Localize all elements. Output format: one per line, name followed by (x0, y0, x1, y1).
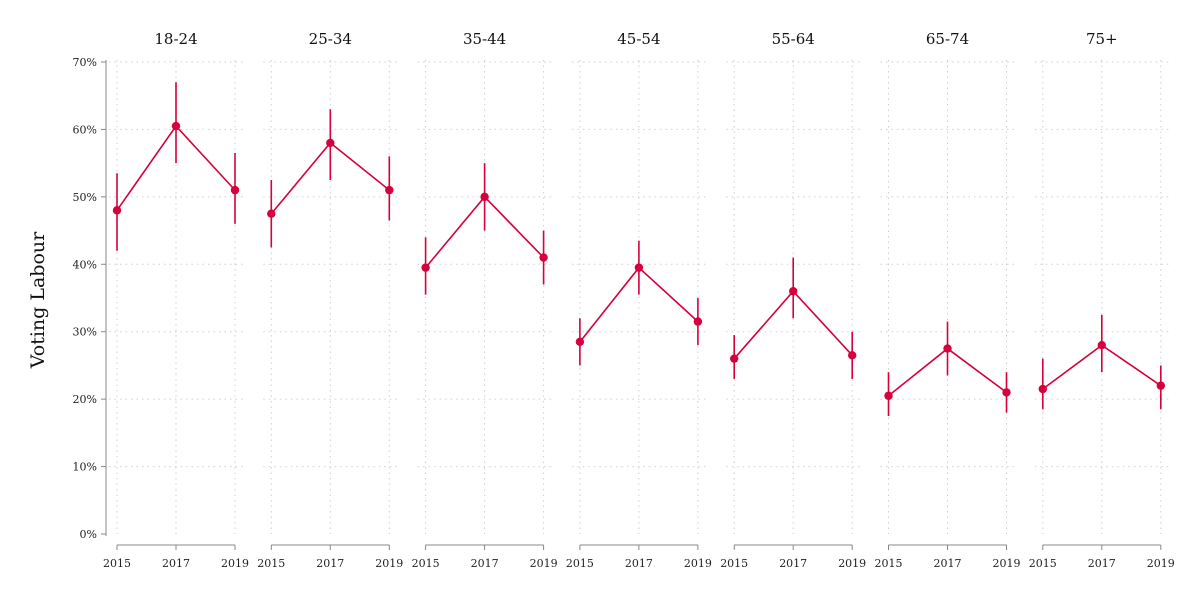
x-tick-label: 2019 (221, 557, 249, 570)
panel-title: 55-64 (772, 30, 815, 48)
panel-title: 45-54 (617, 30, 660, 48)
x-tick-label: 2015 (257, 557, 285, 570)
data-point (1038, 384, 1048, 394)
x-tick-label: 2017 (934, 557, 962, 570)
x-tick-label: 2017 (625, 557, 653, 570)
data-point (230, 185, 240, 195)
panel-title: 35-44 (463, 30, 506, 48)
panel-55-64: 55-64 2015 2017 2019 (720, 30, 866, 570)
x-tick-label: 2019 (838, 557, 866, 570)
data-point (480, 192, 489, 202)
y-tick-label: 10% (73, 461, 97, 474)
panel-45-54: 45-54 2015 2017 2019 (566, 30, 712, 570)
y-tick-label: 70% (73, 56, 97, 69)
data-point (539, 253, 548, 262)
panel-75+: 75+ 2015 2017 2019 (1029, 30, 1175, 570)
y-tick-label: 40% (73, 258, 97, 271)
data-point (1002, 388, 1011, 397)
x-tick-label: 2017 (779, 557, 807, 570)
y-tick-label: 0% (80, 528, 97, 541)
x-tick-label: 2015 (412, 557, 440, 570)
data-point (693, 317, 703, 326)
y-axis-title: Voting Labour (27, 231, 49, 369)
data-point (326, 138, 335, 148)
x-tick-label: 2019 (993, 557, 1021, 570)
panel-title: 18-24 (154, 30, 197, 48)
panel-35-44: 35-44 2015 2017 2019 (412, 30, 558, 570)
x-tick-label: 2017 (471, 557, 499, 570)
data-point (789, 287, 798, 296)
x-tick-label: 2017 (1088, 557, 1116, 570)
x-tick-label: 2015 (566, 557, 594, 570)
x-tick-label: 2015 (1029, 557, 1057, 570)
panel-18-24: 18-24 2015 2017 2019 (103, 30, 249, 570)
data-point (112, 206, 122, 215)
data-point (943, 344, 952, 353)
y-tick-label: 30% (73, 326, 97, 339)
data-point (385, 185, 394, 195)
panel-title: 65-74 (926, 30, 969, 48)
x-tick-label: 2019 (530, 557, 558, 570)
data-point (1156, 381, 1166, 390)
data-point (730, 354, 739, 363)
y-tick-label: 60% (73, 123, 97, 136)
data-point (171, 121, 181, 131)
x-tick-label: 2017 (162, 557, 190, 570)
data-point (421, 263, 430, 272)
x-tick-label: 2015 (875, 557, 903, 570)
x-tick-label: 2017 (316, 557, 344, 570)
panel-title: 75+ (1086, 30, 1118, 48)
data-point (848, 351, 857, 360)
x-tick-label: 2015 (720, 557, 748, 570)
data-point (575, 337, 585, 347)
x-tick-label: 2019 (375, 557, 403, 570)
x-tick-label: 2015 (103, 557, 131, 570)
data-point (884, 391, 893, 400)
data-point (1097, 341, 1107, 350)
data-point (267, 209, 276, 218)
panel-title: 25-34 (309, 30, 352, 48)
y-tick-label: 20% (73, 393, 97, 406)
panel-25-34: 25-34 2015 2017 2019 (257, 30, 403, 570)
y-tick-label: 50% (73, 191, 97, 204)
x-tick-label: 2019 (1147, 557, 1175, 570)
panel-65-74: 65-74 2015 2017 2019 (875, 30, 1021, 570)
x-tick-label: 2019 (684, 557, 712, 570)
data-point (634, 263, 644, 272)
